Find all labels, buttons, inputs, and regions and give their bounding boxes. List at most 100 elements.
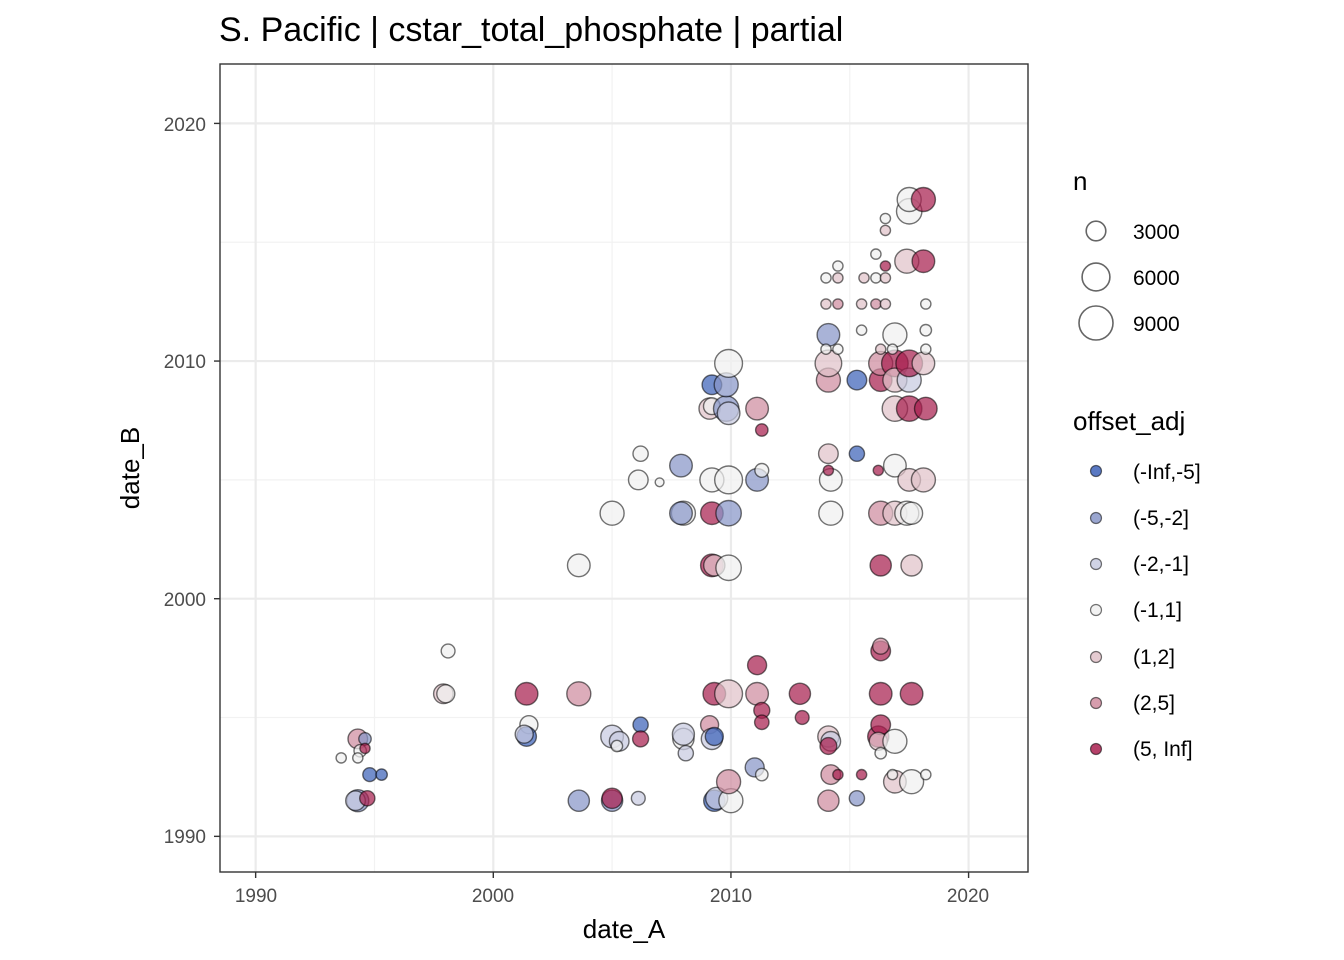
data-point [879, 298, 892, 310]
data-point [599, 500, 625, 526]
data-point [671, 722, 696, 746]
data-point [886, 768, 899, 781]
data-point [868, 681, 893, 706]
y-tick-label: 2010 [164, 352, 206, 373]
data-point [919, 323, 933, 337]
data-point [848, 790, 866, 807]
data-points [335, 186, 938, 814]
data-point [630, 790, 646, 806]
data-point [872, 637, 890, 655]
panel-border [219, 63, 1029, 873]
color-legend-label: (1,2] [1133, 646, 1175, 669]
data-point [818, 500, 844, 526]
data-point [870, 272, 882, 284]
data-point [754, 462, 770, 479]
data-point [820, 298, 832, 310]
size-legend-key [1081, 262, 1111, 292]
data-point [351, 752, 364, 764]
color-legend-title: offset_adj [1073, 406, 1185, 436]
data-point [817, 443, 839, 465]
color-legend-key [1089, 742, 1103, 756]
color-legend-key [1089, 603, 1103, 617]
size-legend: n 3000 6000 9000 [1073, 166, 1180, 341]
data-point [753, 714, 770, 731]
data-point [375, 768, 388, 781]
data-point [713, 348, 744, 378]
color-legend-label: (-Inf,-5] [1133, 461, 1201, 484]
data-point [899, 681, 924, 706]
data-point [745, 681, 770, 706]
x-tick-label: 1990 [235, 886, 277, 907]
data-point [514, 681, 539, 706]
data-point [832, 768, 844, 781]
data-point [754, 423, 769, 437]
data-point [855, 298, 868, 310]
size-legend-title: n [1073, 166, 1087, 196]
data-point [654, 477, 665, 488]
data-point [820, 272, 832, 284]
x-tick-label: 2000 [472, 886, 514, 907]
data-point [846, 369, 868, 391]
x-axis-title: date_A [583, 914, 666, 944]
data-point [632, 716, 649, 734]
data-point [879, 224, 892, 237]
data-point [754, 767, 769, 782]
data-point [514, 724, 534, 744]
panel-background [220, 64, 1028, 872]
data-point [817, 789, 840, 813]
y-axis-title: date_B [115, 427, 145, 509]
x-axis: 1990 2000 2010 2020 date_A [235, 872, 989, 944]
data-point [858, 272, 870, 284]
data-point [704, 726, 724, 747]
data-point [794, 709, 810, 726]
y-tick-label: 1990 [164, 827, 206, 848]
data-point [362, 766, 378, 783]
data-point [567, 789, 591, 813]
data-point [848, 445, 866, 463]
data-point [920, 768, 932, 781]
color-legend-label: (2,5] [1133, 692, 1175, 715]
data-point [899, 501, 924, 525]
data-point [872, 464, 885, 477]
data-point [882, 322, 908, 348]
x-tick-label: 2010 [710, 886, 752, 907]
data-point [632, 445, 649, 463]
color-legend-key [1089, 696, 1103, 710]
data-point [566, 681, 592, 707]
data-point [627, 469, 649, 491]
data-point [870, 248, 882, 260]
data-point [745, 396, 770, 421]
data-point [911, 249, 936, 274]
data-point [715, 499, 742, 527]
data-point [822, 464, 835, 477]
data-point [440, 643, 456, 659]
data-point [855, 768, 868, 781]
size-legend-key [1085, 220, 1107, 242]
data-point [832, 343, 844, 356]
data-point [713, 465, 744, 495]
data-point [832, 298, 844, 310]
data-point [601, 787, 623, 810]
chart-title: S. Pacific | cstar_total_phosphate | par… [219, 11, 843, 49]
data-point [879, 260, 892, 272]
data-point [870, 298, 882, 310]
data-point [713, 679, 744, 709]
data-point [882, 453, 907, 478]
data-point [669, 501, 694, 526]
data-point [566, 553, 591, 578]
data-point [358, 790, 376, 807]
data-point [886, 343, 899, 356]
data-point [832, 260, 844, 272]
color-legend-label: (-5,-2] [1133, 507, 1189, 530]
data-point [910, 186, 937, 213]
data-point [913, 396, 938, 421]
x-tick-label: 2020 [947, 886, 989, 907]
data-point [874, 343, 887, 356]
data-point [677, 744, 695, 762]
data-point [920, 343, 932, 356]
color-legend-label: (5, Inf] [1133, 738, 1193, 761]
color-legend-key [1089, 557, 1103, 571]
data-point [715, 769, 742, 795]
y-tick-label: 2020 [164, 115, 206, 136]
